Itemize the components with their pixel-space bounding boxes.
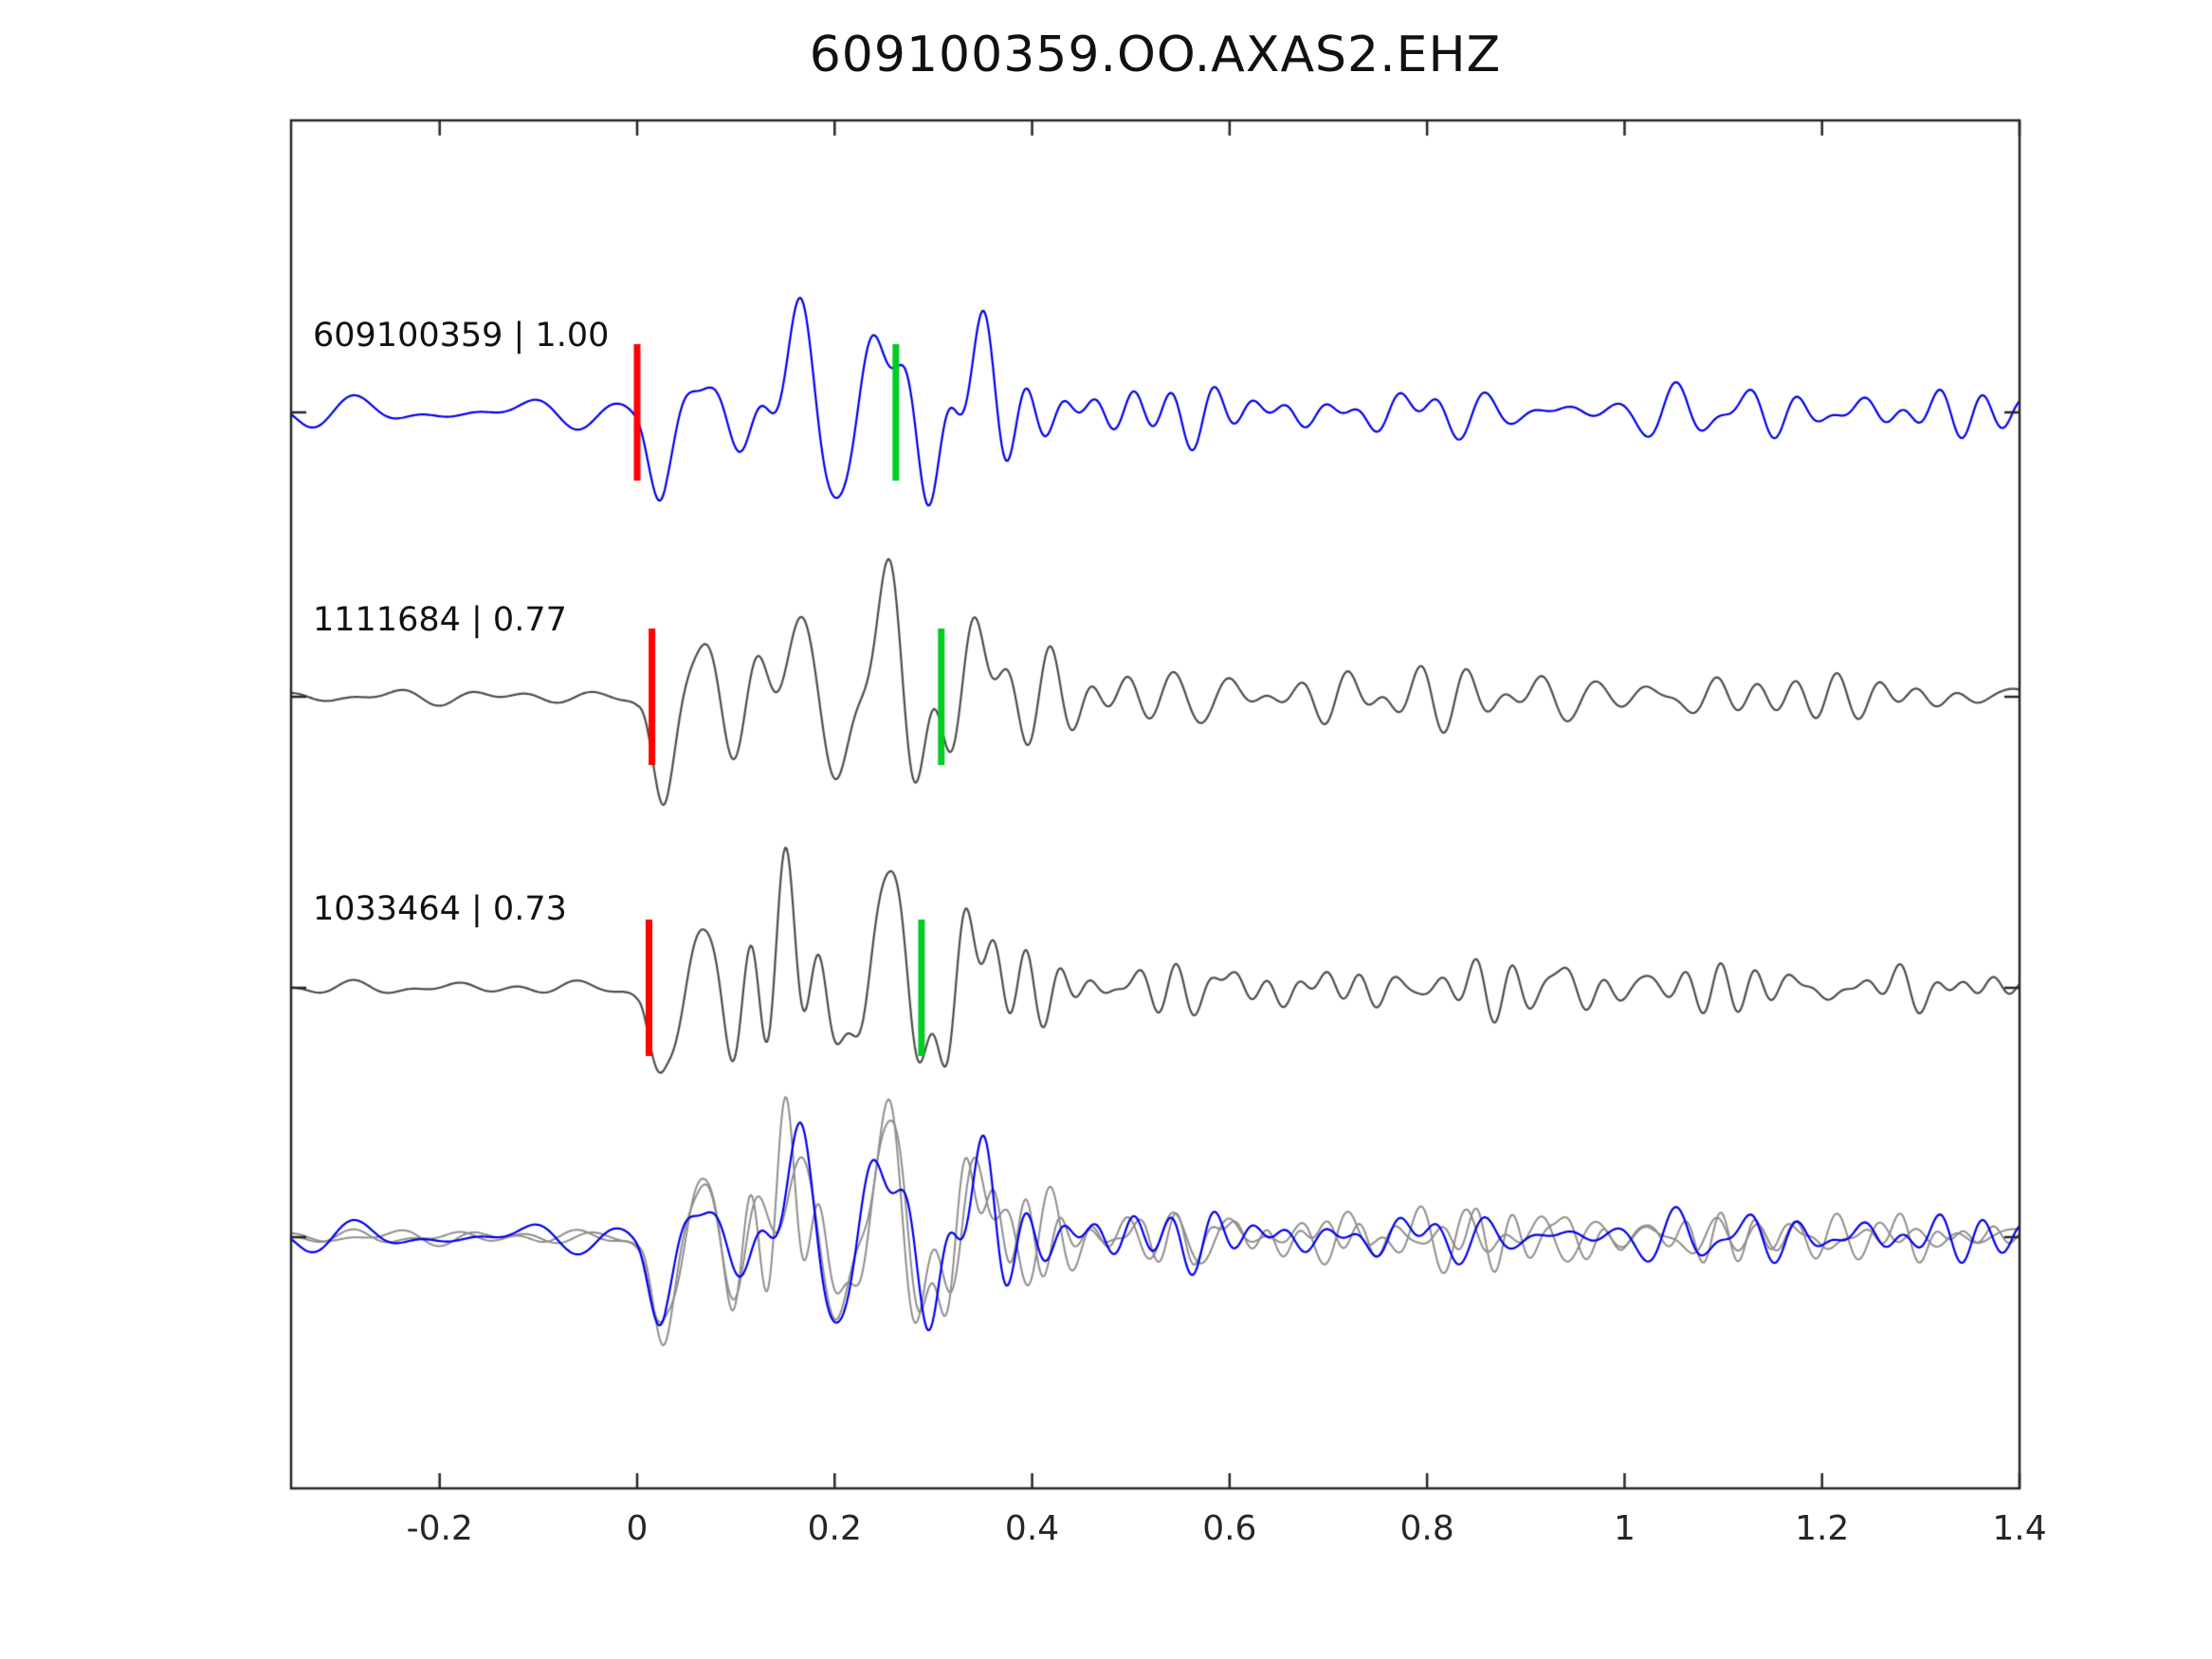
figure-title: 609100359.OO.AXAS2.EHZ [809,27,1502,83]
trace-label-detection-2: 1033464 | 0.73 [313,890,567,928]
x-tick-label: 0.6 [1202,1509,1257,1548]
x-tick-label: 1.2 [1795,1509,1850,1548]
x-tick-label: 1 [1613,1509,1636,1548]
x-tick-label: 1.4 [1992,1509,2047,1548]
x-tick-label: 0.2 [807,1509,862,1548]
x-tick-label: -0.2 [406,1509,473,1548]
x-tick-label: 0.8 [1399,1509,1454,1548]
x-tick-label: 0 [626,1509,649,1548]
trace-label-detection-1: 1111684 | 0.77 [313,601,567,639]
trace-label-template: 609100359 | 1.00 [313,317,610,355]
x-tick-label: 0.4 [1004,1509,1060,1548]
